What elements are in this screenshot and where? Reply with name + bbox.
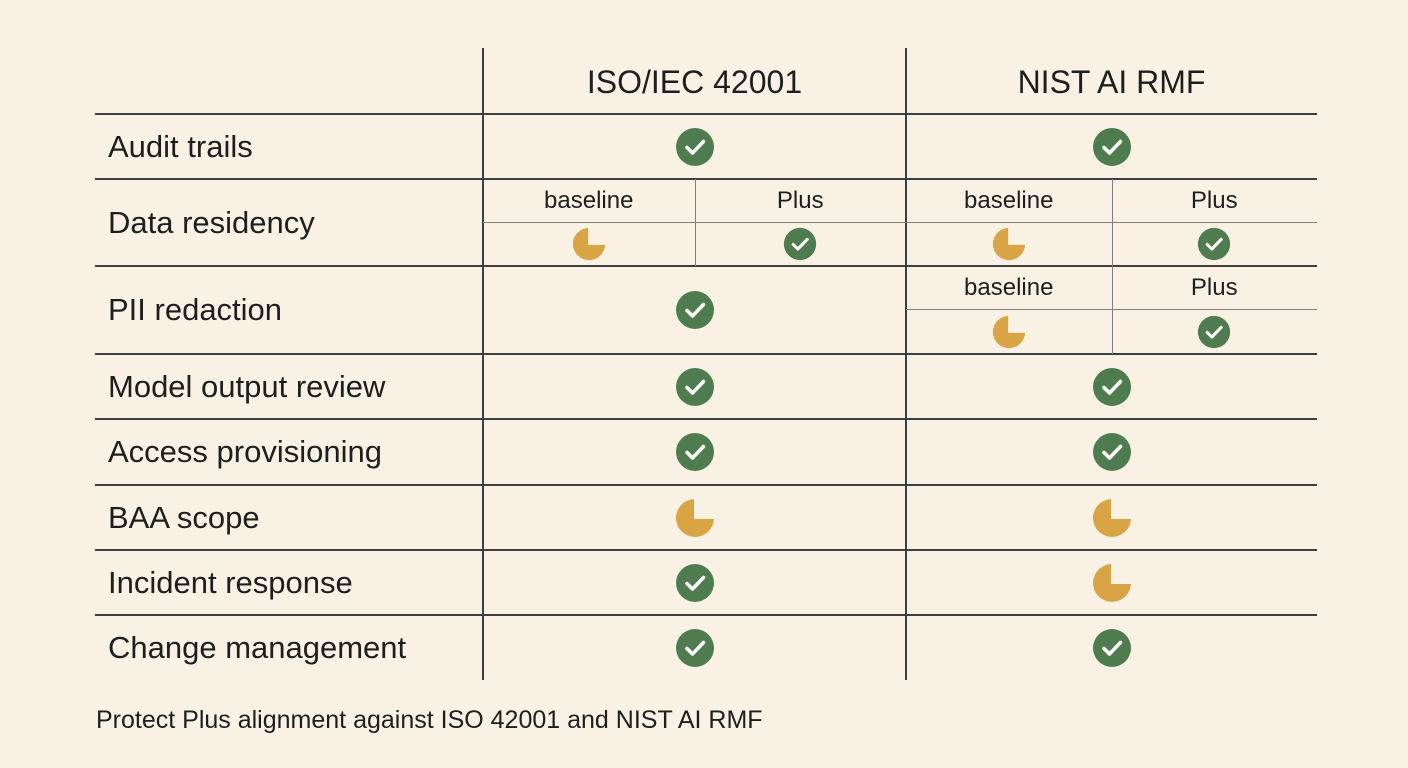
subcolumn-divider bbox=[1111, 266, 1113, 354]
column-divider bbox=[905, 48, 907, 680]
status-mark bbox=[572, 227, 606, 261]
row-divider bbox=[95, 614, 1317, 616]
check-circle-icon bbox=[1092, 628, 1131, 667]
subcolumn-plus: Plus bbox=[776, 186, 824, 214]
row-label: BAA scope bbox=[108, 499, 260, 535]
status-mark bbox=[675, 367, 715, 407]
status-mark bbox=[1197, 315, 1231, 349]
status-mark bbox=[1092, 498, 1132, 538]
subcolumn-divider bbox=[1111, 179, 1113, 266]
row-label: Access provisioning bbox=[108, 434, 382, 469]
subcolumn-baseline: baseline bbox=[964, 186, 1054, 214]
check-circle-icon bbox=[1092, 433, 1131, 471]
status-mark bbox=[1092, 432, 1132, 472]
check-circle-icon bbox=[1198, 227, 1231, 261]
row-divider bbox=[95, 418, 1317, 420]
subcolumn-baseline: baseline bbox=[544, 186, 634, 214]
check-circle-icon bbox=[1198, 315, 1231, 348]
row-label: Data residency bbox=[108, 204, 315, 240]
row-divider bbox=[95, 484, 1317, 486]
status-mark bbox=[1092, 127, 1132, 167]
status-mark bbox=[675, 498, 715, 538]
row-label: Model output review bbox=[108, 368, 386, 404]
row-divider bbox=[95, 113, 1317, 115]
status-mark bbox=[1197, 227, 1231, 261]
subcolumn-plus: Plus bbox=[1190, 186, 1238, 214]
table-caption: Protect Plus alignment against ISO 42001… bbox=[96, 706, 763, 734]
column-divider bbox=[482, 48, 484, 680]
column-header-nist: NIST AI RMF bbox=[1017, 63, 1206, 100]
row-divider bbox=[95, 178, 1317, 180]
subcolumn-divider bbox=[694, 179, 696, 266]
row-divider bbox=[95, 265, 1317, 267]
check-circle-icon bbox=[675, 628, 714, 667]
partial-pie-icon bbox=[1092, 563, 1131, 602]
partial-pie-icon bbox=[572, 227, 605, 261]
row-label: Change management bbox=[108, 629, 407, 665]
status-mark bbox=[1092, 367, 1132, 407]
status-mark bbox=[992, 227, 1026, 261]
subcolumn-baseline: baseline bbox=[964, 273, 1054, 301]
status-mark bbox=[1092, 563, 1132, 603]
status-mark bbox=[992, 315, 1026, 349]
status-mark bbox=[1092, 628, 1132, 668]
status-mark bbox=[783, 227, 817, 261]
check-circle-icon bbox=[1092, 367, 1131, 406]
partial-pie-icon bbox=[992, 315, 1025, 348]
check-circle-icon bbox=[675, 563, 714, 602]
column-header-iso: ISO/IEC 42001 bbox=[586, 63, 803, 100]
check-circle-icon bbox=[784, 227, 817, 261]
status-mark bbox=[675, 628, 715, 668]
partial-pie-icon bbox=[992, 227, 1025, 261]
status-mark bbox=[675, 432, 715, 472]
check-circle-icon bbox=[675, 127, 714, 166]
check-circle-icon bbox=[675, 433, 714, 471]
partial-pie-icon bbox=[675, 498, 714, 537]
check-circle-icon bbox=[675, 367, 714, 406]
check-circle-icon bbox=[1092, 127, 1131, 166]
partial-pie-icon bbox=[1092, 498, 1131, 537]
row-label: Incident response bbox=[108, 564, 353, 600]
row-divider bbox=[95, 549, 1317, 551]
subcolumn-plus: Plus bbox=[1190, 273, 1238, 301]
status-mark bbox=[675, 127, 715, 167]
status-mark bbox=[675, 563, 715, 603]
status-mark bbox=[675, 290, 715, 330]
row-label: Audit trails bbox=[108, 128, 253, 164]
row-label: PII redaction bbox=[108, 292, 283, 327]
row-divider bbox=[95, 353, 1317, 355]
check-circle-icon bbox=[675, 291, 714, 329]
